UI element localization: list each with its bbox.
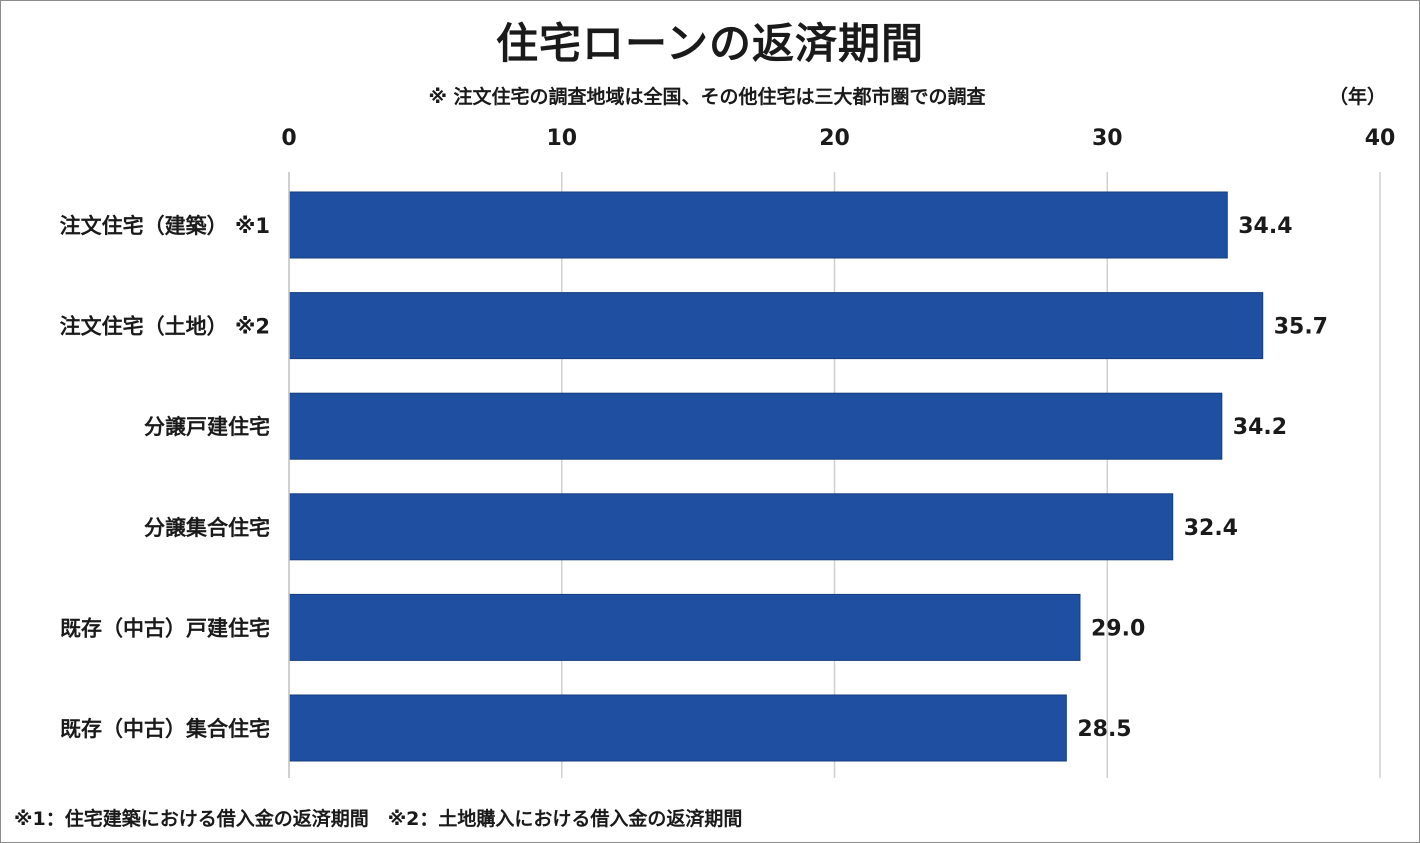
data-label: 32.4 — [1184, 516, 1238, 541]
category-label: 既存（中古）集合住宅 — [60, 717, 270, 741]
x-tick-label: 30 — [1092, 126, 1123, 151]
data-label: 28.5 — [1077, 717, 1131, 742]
chart-subtitle: ※ 注文住宅の調査地域は全国、その他住宅は三大都市圏での調査 — [0, 82, 1420, 109]
x-tick-label: 40 — [1365, 126, 1396, 151]
data-label: 29.0 — [1091, 616, 1145, 641]
chart-subtitle-text: ※ 注文住宅の調査地域は全国、その他住宅は三大都市圏での調査 — [428, 86, 986, 108]
bar — [288, 191, 1228, 259]
footnote: ※1：住宅建築における借入金の返済期間 ※2：土地購入における借入金の返済期間 — [14, 808, 743, 830]
category-label: 分譲集合住宅 — [144, 516, 270, 540]
data-label: 34.4 — [1238, 214, 1292, 239]
x-tick-label: 10 — [546, 126, 577, 151]
bar — [288, 593, 1081, 661]
unit-label: （年） — [1328, 86, 1386, 108]
chart-title: 住宅ローンの返済期間 — [496, 19, 924, 68]
x-tick-label: 20 — [819, 126, 850, 151]
category-label: 注文住宅（土地） ※2 — [60, 315, 270, 339]
bar — [288, 292, 1264, 360]
category-label: 分譲戸建住宅 — [144, 415, 270, 439]
bar — [288, 694, 1067, 762]
data-label: 34.2 — [1233, 415, 1287, 440]
bar — [288, 493, 1174, 561]
data-label: 35.7 — [1274, 315, 1328, 340]
category-label: 注文住宅（建築） ※1 — [60, 214, 270, 238]
bar — [288, 392, 1223, 460]
x-tick-label: 0 — [281, 126, 296, 151]
category-label: 既存（中古）戸建住宅 — [60, 616, 270, 640]
